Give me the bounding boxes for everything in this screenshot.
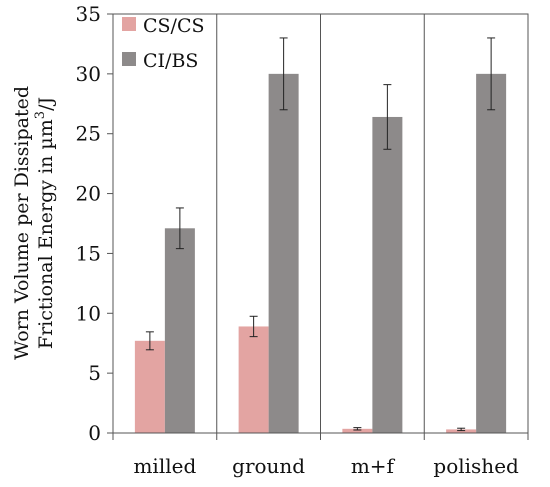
- bar-layer: [134, 73, 507, 433]
- y-tick-label: 30: [76, 62, 101, 86]
- y-tick-label: 0: [88, 421, 101, 445]
- y-axis-title-line-2: Frictional Energy in µm3/J: [33, 97, 57, 349]
- x-category-label: ground: [232, 454, 305, 478]
- x-category-label: m+f: [351, 454, 396, 478]
- error-bar-layer: [145, 37, 496, 432]
- plot-frame: [112, 13, 529, 434]
- bar-ci-bs-ground: [268, 73, 299, 433]
- y-tick-label: 35: [76, 2, 101, 26]
- axis-layer: 0 5 10 15 20 25 30 35 milled ground m+f polished: [76, 2, 529, 478]
- bar-cs-cs-polished: [446, 429, 477, 433]
- x-category-label: polished: [433, 454, 519, 478]
- y-tick-label: 10: [76, 301, 101, 325]
- bar-ci-bs-milled: [164, 228, 195, 433]
- y-tick-label: 15: [76, 241, 101, 265]
- bar-cs-cs-m-f: [342, 428, 373, 433]
- legend-swatch: [122, 17, 136, 31]
- y-axis-title-superscript: 3: [33, 111, 48, 119]
- bar-cs-cs-milled: [134, 340, 165, 433]
- y-axis-title-line-1: Worn Volume per Dissipated: [11, 86, 33, 360]
- bar-cs-cs-ground: [238, 326, 269, 433]
- bar-ci-bs-polished: [476, 73, 507, 433]
- y-axis-title: Worn Volume per Dissipated Frictional En…: [11, 86, 57, 360]
- legend-swatch: [122, 52, 136, 66]
- legend: CS/CS CI/BS: [122, 15, 205, 72]
- grid-layer: [216, 14, 425, 440]
- x-category-label: milled: [133, 454, 196, 478]
- y-axis-title-line-2-main: Frictional Energy in µm: [35, 119, 57, 349]
- y-tick-label: 20: [76, 182, 101, 206]
- legend-entry-label: CS/CS: [143, 15, 205, 37]
- y-tick-label: 5: [88, 361, 101, 385]
- y-tick-label: 25: [76, 122, 101, 146]
- bar-ci-bs-m-f: [372, 116, 403, 433]
- y-axis-title-line-2-unit: /J: [35, 97, 57, 111]
- legend-entry-label: CI/BS: [143, 50, 198, 72]
